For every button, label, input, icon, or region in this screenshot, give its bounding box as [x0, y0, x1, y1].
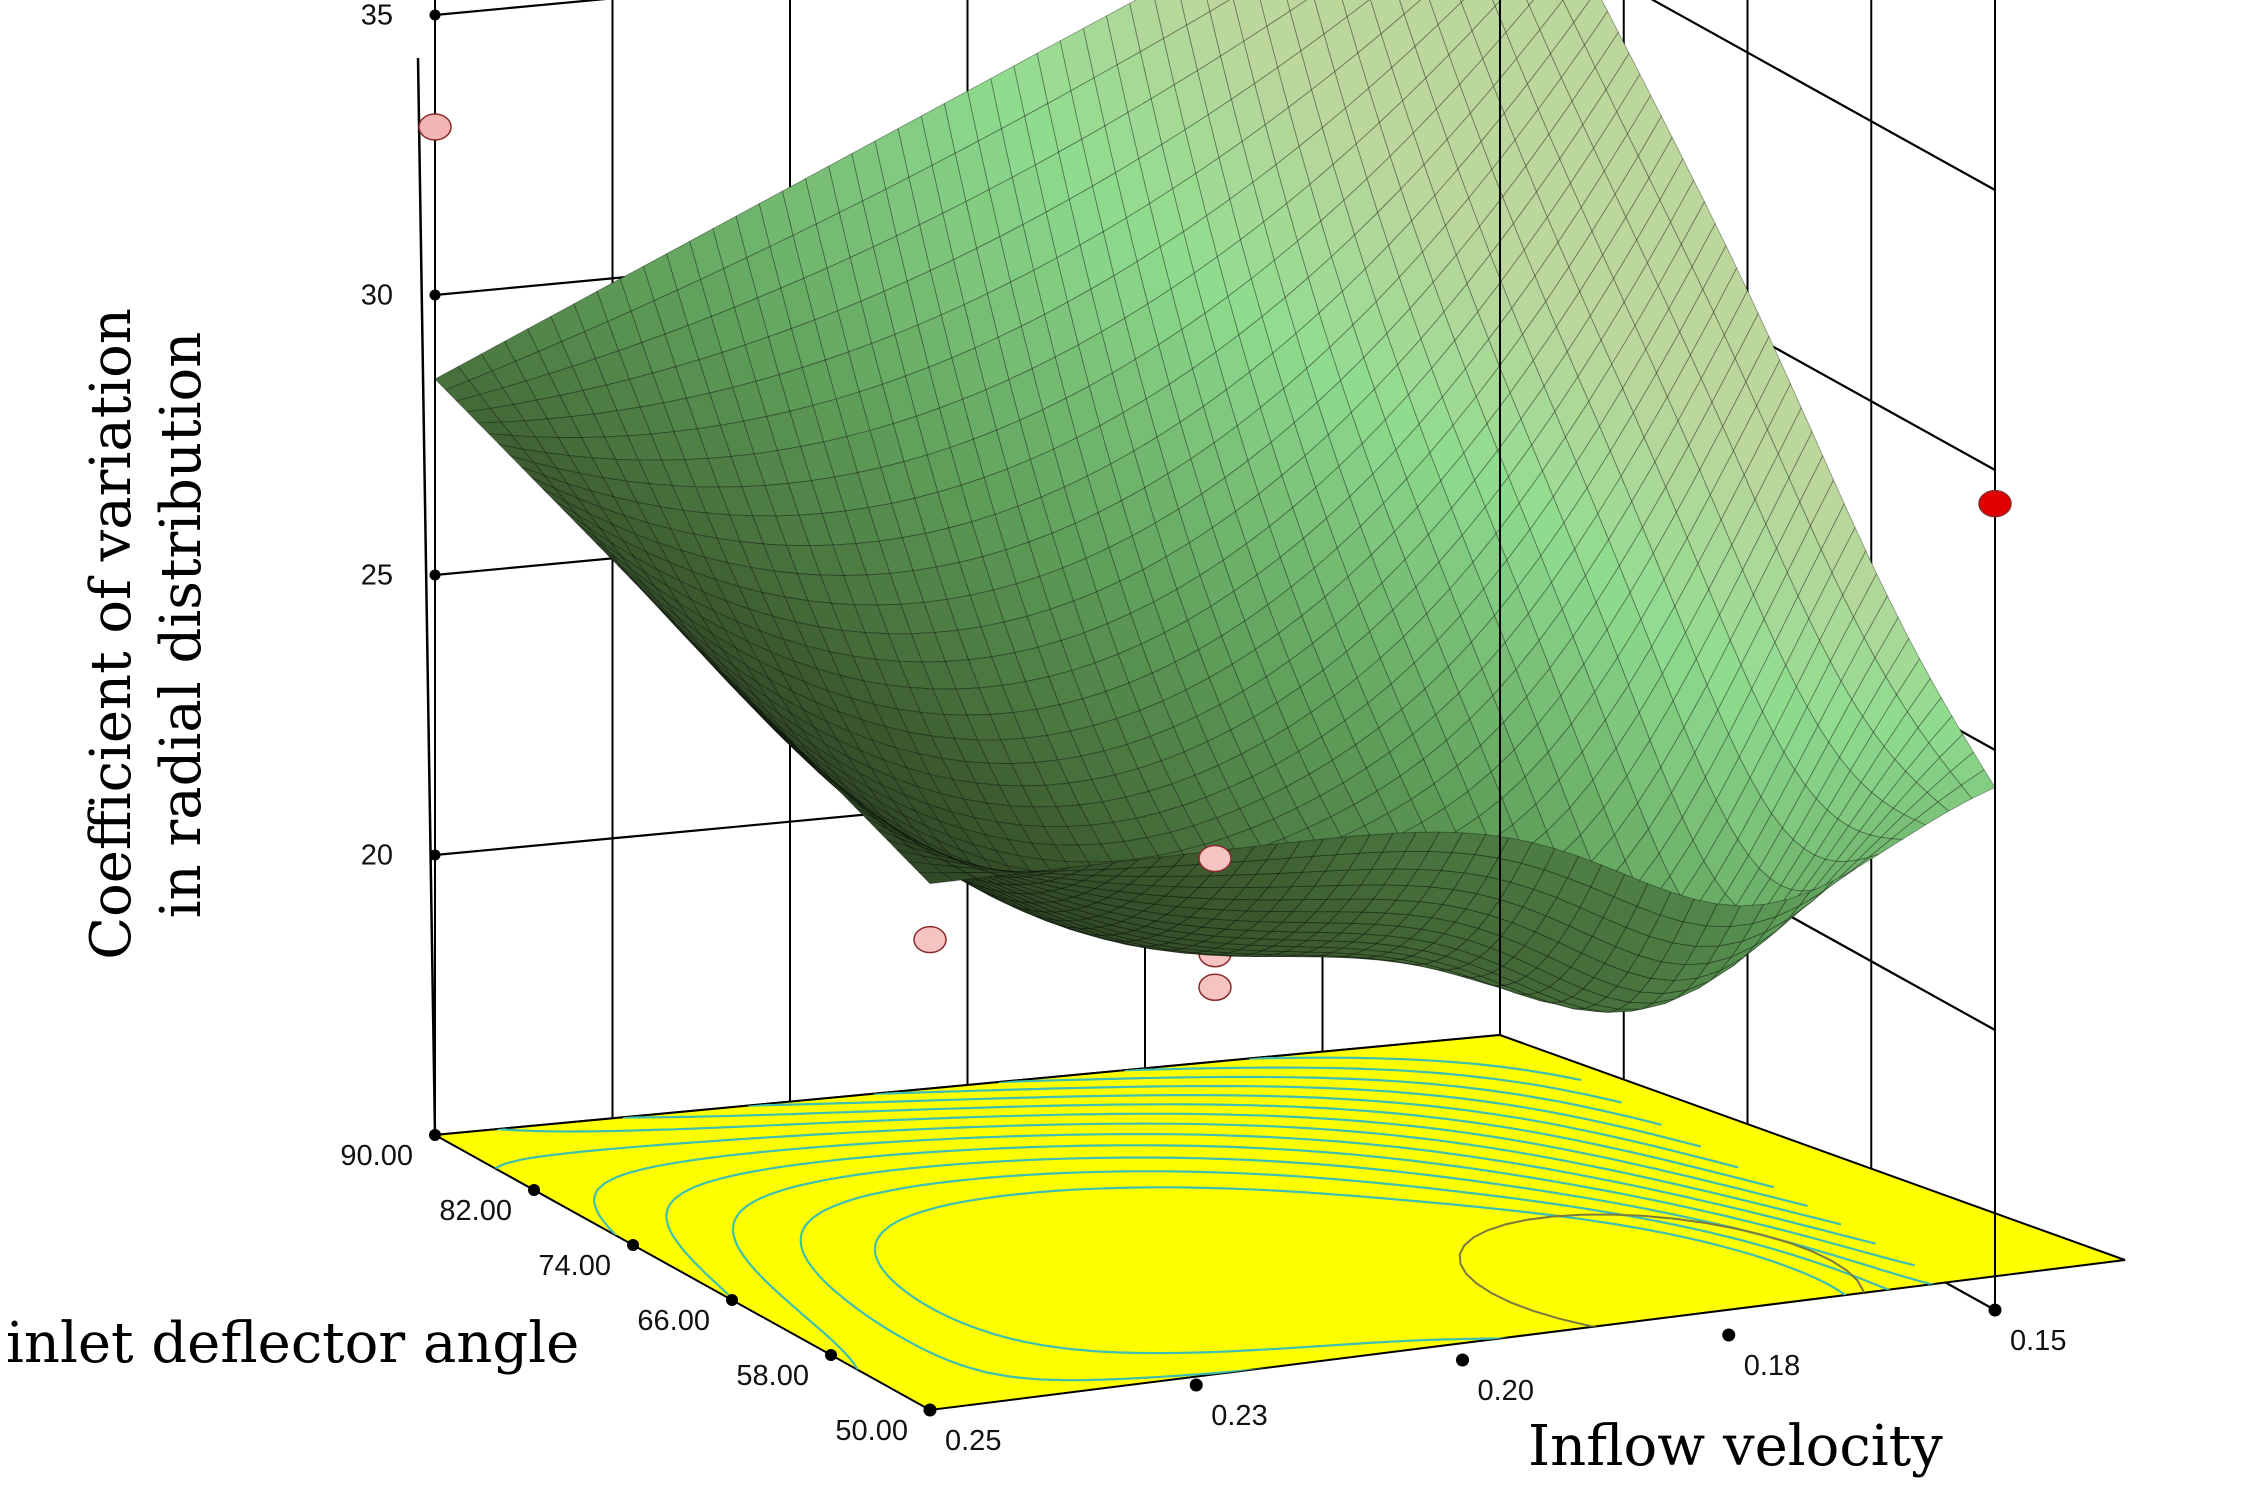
surface-facet [941, 872, 978, 882]
y-tick-mark [429, 1129, 441, 1141]
y-tick-mark [726, 1294, 738, 1306]
design-point [1198, 973, 1232, 1002]
z-axis-title-line-2: in radial distribution [149, 332, 214, 919]
surface-facet [1526, 0, 1535, 7]
y-tick-label: 90.00 [340, 1140, 413, 1172]
surface-facet [1520, 841, 1556, 871]
z-tick-label: 20 [361, 840, 393, 872]
z-axis-ticks: 2025303540 [361, 0, 441, 872]
surface-facet [1798, 880, 1834, 907]
surface-facet [1728, 904, 1765, 928]
surface-facet [1081, 861, 1116, 871]
surface-facet [1659, 891, 1695, 923]
surface-facet [1427, 831, 1464, 853]
z-tick-label: 25 [361, 560, 393, 592]
surface-facet [1566, 855, 1603, 888]
contour-line [748, 1094, 1739, 1169]
surface-facet [1058, 864, 1093, 872]
surface-facet [1450, 832, 1487, 855]
surface-facet [1206, 0, 1231, 13]
contour-line [1249, 1056, 1582, 1082]
contour-line [497, 1112, 1808, 1207]
y-tick-label: 50.00 [835, 1415, 908, 1447]
surface-facet [1126, 856, 1163, 869]
design-point [1198, 844, 1232, 873]
surface-facet [1265, 840, 1302, 861]
surface-facet [1497, 837, 1533, 864]
floor-contour-plot [431, 1033, 2126, 1412]
x-axis-title: Inflow velocity [1528, 1414, 1943, 1479]
x-tick-mark [1456, 1353, 1469, 1367]
surface-facet [1590, 864, 1626, 898]
design-point [913, 925, 947, 954]
z-axis-title: Coefficient of variation in radial distr… [79, 290, 214, 960]
x-axis-ticks: 0.25 0.23 0.20 0.18 0.15 [923, 1303, 2066, 1457]
surface-facet [1286, 0, 1308, 12]
z-tick-mark [429, 849, 441, 861]
y-tick-label: 58.00 [736, 1360, 809, 1392]
contour-lines [494, 1056, 1961, 1382]
surface-facet [1288, 838, 1325, 859]
contour-line [665, 1144, 1915, 1304]
design-point [1978, 489, 2012, 518]
floor-plane [431, 1033, 2126, 1412]
x-tick-label: 0.20 [1478, 1375, 1534, 1407]
z-tick-mark [429, 289, 441, 301]
y-axis-title: inlet deflector angle [6, 1311, 579, 1376]
y-tick-mark [825, 1349, 837, 1361]
wall-gridline [434, 0, 1996, 191]
z-axis-title-line-1: Coefficient of variation [79, 308, 144, 960]
contour-line [998, 1075, 1662, 1126]
z-axis-line [416, 57, 437, 1136]
x-tick-mark [1988, 1303, 2002, 1317]
x-tick-label: 0.18 [1744, 1350, 1800, 1382]
y-tick-mark [924, 1404, 936, 1416]
x-tick-mark [1189, 1378, 1203, 1392]
x-tick-label: 0.23 [1211, 1400, 1267, 1432]
design-points-above [418, 0, 2012, 1310]
surface-facet [1459, 0, 1465, 4]
surface-facet [965, 871, 1000, 879]
z-tick-label: 30 [361, 280, 393, 312]
surface-facet [1492, 0, 1502, 8]
z-tick-mark [429, 569, 441, 581]
x-tick-mark [1722, 1328, 1736, 1342]
y-axis-ticks: 90.00 82.00 74.00 66.00 58.00 50.00 [340, 1129, 936, 1447]
y-tick-mark [627, 1239, 639, 1251]
design-point [418, 113, 452, 141]
surface-facet [1404, 831, 1441, 852]
y-tick-label: 74.00 [538, 1250, 611, 1282]
surface-facet [1774, 890, 1812, 918]
y-tick-label: 66.00 [637, 1305, 710, 1337]
contour-line [494, 1122, 1842, 1226]
z-tick-mark [429, 9, 441, 21]
contour-line [873, 1084, 1702, 1148]
surface-facet [1913, 801, 1950, 826]
surface-facet [1358, 832, 1394, 854]
surface-facet [918, 872, 955, 885]
response-surface [434, 0, 1996, 1013]
y-tick-label: 82.00 [439, 1195, 512, 1227]
z-tick-label: 35 [361, 0, 393, 32]
surface-facet [1751, 899, 1788, 925]
surface-facet [1845, 853, 1880, 876]
contour-line [592, 1133, 1876, 1245]
contour-line [622, 1103, 1775, 1189]
y-tick-mark [528, 1184, 540, 1196]
contour-line [1124, 1066, 1622, 1104]
x-tick-label: 0.25 [945, 1425, 1001, 1457]
x-tick-label: 0.15 [2010, 1325, 2066, 1357]
surface-facet [1821, 867, 1857, 893]
surface-facet [1890, 819, 1927, 840]
